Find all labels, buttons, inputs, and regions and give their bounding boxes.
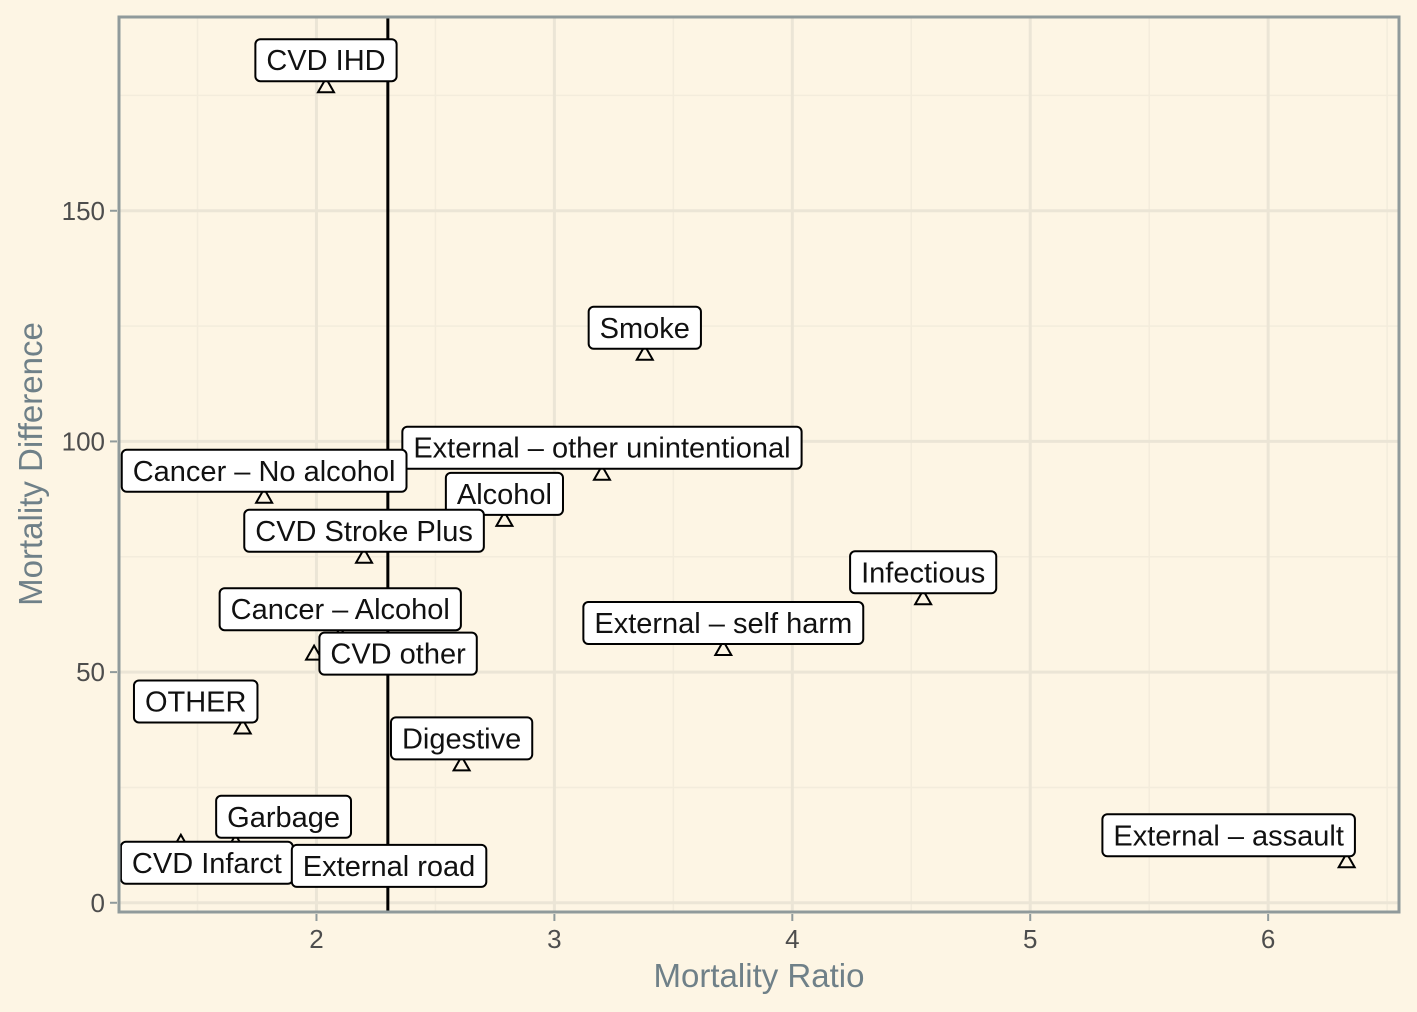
panel-border: [117, 15, 1401, 914]
label-text: Garbage: [227, 802, 340, 834]
point-label: CVD other: [318, 631, 478, 676]
point-label: CVD Infarct: [119, 840, 294, 885]
point-label: CVD Stroke Plus: [243, 508, 485, 553]
triangle-point: [232, 717, 253, 735]
label-text: Alcohol: [457, 479, 552, 511]
x-axis-ticks: 2 3 4 5 6: [309, 914, 1275, 954]
label-box: [254, 38, 398, 83]
label-text: CVD Infarct: [132, 848, 282, 880]
label-box: [1101, 813, 1356, 858]
label-text: CVD other: [330, 639, 466, 671]
y-tick-label: 0: [91, 888, 105, 918]
label-text: CVD Stroke Plus: [255, 516, 473, 548]
label-box: [120, 448, 408, 493]
label-box: [401, 425, 803, 470]
label-text: Cancer – Alcohol: [231, 594, 450, 626]
label-box: [215, 794, 353, 839]
label-text: Smoke: [600, 313, 690, 345]
triangle-point: [635, 343, 655, 361]
label-text: External – assault: [1113, 820, 1344, 852]
point-label: Alcohol: [444, 471, 564, 516]
point-label: Infectious: [849, 550, 998, 595]
triangle-point: [354, 546, 374, 564]
triangle-point: [913, 588, 933, 606]
label-box: [444, 471, 564, 516]
triangle-point: [713, 639, 734, 657]
label-box: [218, 587, 462, 632]
x-tick-label: 4: [785, 924, 799, 954]
point-label: External road: [290, 843, 488, 888]
label-text: External road: [303, 851, 476, 883]
label-text: Cancer – No alcohol: [133, 456, 396, 488]
y-axis-ticks: 0 50 100 150: [62, 196, 117, 918]
y-tick-label: 100: [62, 426, 105, 456]
point-label: Digestive: [389, 716, 534, 761]
label-text: OTHER: [145, 686, 247, 718]
point-label: External – assault: [1101, 813, 1356, 858]
label-text: External – other unintentional: [413, 433, 790, 465]
y-tick-label: 150: [62, 196, 105, 226]
x-tick-label: 5: [1023, 924, 1037, 954]
x-tick-label: 2: [309, 924, 323, 954]
triangle-point: [254, 486, 274, 504]
label-text: Infectious: [861, 557, 985, 589]
x-tick-label: 3: [547, 924, 561, 954]
point-label: OTHER: [132, 679, 259, 724]
x-tick-label: 6: [1261, 924, 1275, 954]
y-tick-label: 50: [76, 657, 105, 687]
point-label: Cancer – Alcohol: [218, 587, 462, 632]
triangle-point: [451, 754, 472, 772]
label-text: External – self harm: [594, 608, 852, 640]
triangle-point: [592, 463, 612, 481]
label-box: [132, 679, 259, 724]
y-axis-title: Mortality Difference: [12, 322, 49, 606]
triangle-point: [494, 509, 515, 527]
x-axis-title: Mortality Ratio: [654, 957, 865, 994]
label-box: [389, 716, 534, 761]
label-box: [587, 305, 702, 350]
label-box: [243, 508, 485, 553]
label-box: [290, 843, 488, 888]
label-box: [582, 601, 865, 646]
point-label: CVD IHD: [254, 38, 398, 83]
triangle-point: [316, 76, 336, 94]
triangle-point: [1336, 851, 1357, 869]
point-label: Smoke: [587, 305, 702, 350]
point-label: Cancer – No alcohol: [120, 448, 408, 493]
label-text: CVD IHD: [266, 45, 385, 77]
label-box: [318, 631, 478, 676]
point-label: Garbage: [215, 794, 353, 839]
label-box: [849, 550, 998, 595]
point-label: External – self harm: [582, 601, 865, 646]
triangle-point: [304, 643, 324, 661]
point-label: External – other unintentional: [401, 425, 803, 470]
label-text: Digestive: [402, 723, 521, 755]
point-labels: CVD IHD Smoke External – other unintention…: [119, 38, 1356, 888]
